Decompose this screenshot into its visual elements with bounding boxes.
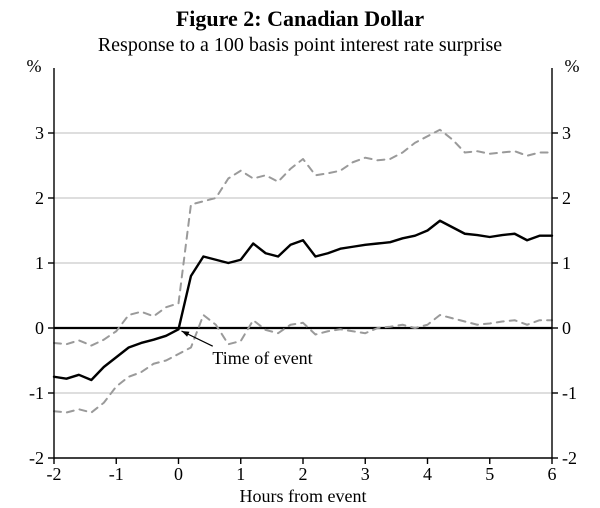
series-upper-ci xyxy=(54,130,552,346)
y-unit-left: % xyxy=(27,56,42,76)
y-tick-label-right: 3 xyxy=(562,123,571,143)
y-tick-label-right: 1 xyxy=(562,253,571,273)
x-tick-label: 6 xyxy=(548,464,557,484)
figure-container: Figure 2: Canadian Dollar Response to a … xyxy=(0,0,600,508)
x-tick-label: 1 xyxy=(236,464,245,484)
annotation-label: Time of event xyxy=(212,348,312,368)
x-tick-label: 3 xyxy=(361,464,370,484)
annotation-arrow-head xyxy=(182,331,190,337)
y-tick-label-left: 0 xyxy=(35,318,44,338)
y-tick-label-right: 2 xyxy=(562,188,571,208)
y-tick-label-right: -2 xyxy=(562,448,577,468)
x-tick-label: 0 xyxy=(174,464,183,484)
y-tick-label-left: 2 xyxy=(35,188,44,208)
x-tick-label: 4 xyxy=(423,464,432,484)
x-tick-label: 2 xyxy=(299,464,308,484)
x-tick-label: -1 xyxy=(109,464,124,484)
y-tick-label-left: -2 xyxy=(29,448,44,468)
x-tick-label: 5 xyxy=(485,464,494,484)
line-chart: -2-10123456-2-2-1-100112233%%Hours from … xyxy=(0,0,600,508)
x-tick-label: -2 xyxy=(47,464,62,484)
y-tick-label-right: 0 xyxy=(562,318,571,338)
y-tick-label-left: 1 xyxy=(35,253,44,273)
y-tick-label-left: -1 xyxy=(29,383,44,403)
y-tick-label-right: -1 xyxy=(562,383,577,403)
y-unit-right: % xyxy=(565,56,580,76)
figure-title: Figure 2: Canadian Dollar xyxy=(0,6,600,32)
x-axis-label: Hours from event xyxy=(240,486,367,506)
figure-subtitle: Response to a 100 basis point interest r… xyxy=(0,34,600,57)
y-tick-label-left: 3 xyxy=(35,123,44,143)
